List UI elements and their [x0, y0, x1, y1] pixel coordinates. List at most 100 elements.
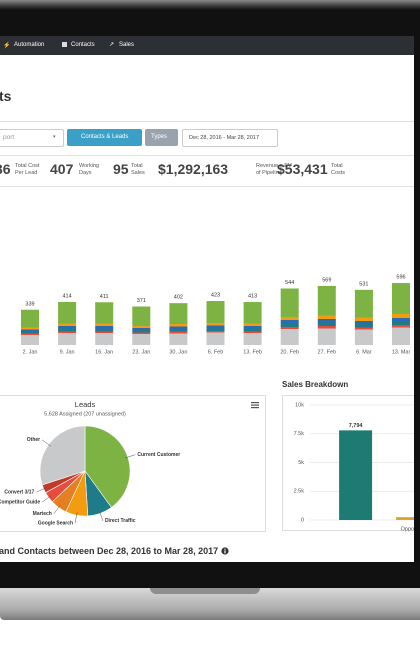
bar — [206, 301, 225, 345]
data-label: 339 — [25, 301, 34, 307]
chart-title: Sales Breakdown — [282, 380, 348, 389]
pie-chart: Leads 5,628 Assigned (207 unassigned) Curr… — [0, 400, 259, 526]
nav-item[interactable]: Automation — [14, 42, 45, 48]
bar-top — [392, 283, 410, 285]
leads-panel — [0, 395, 266, 532]
x-tick-label: 9. Jan — [60, 349, 75, 355]
nav-item[interactable]: Contacts — [71, 42, 95, 48]
bar — [21, 309, 39, 345]
x-tick-label: 2. Jan — [23, 349, 38, 355]
sales-panel — [282, 395, 414, 531]
data-label: 423 — [211, 293, 220, 299]
report-select-text: port — [3, 134, 15, 141]
data-label: 7,794 — [349, 423, 364, 429]
nav-item[interactable]: Sales — [119, 42, 135, 48]
caret: ▾ — [53, 134, 56, 140]
info-icon[interactable] — [221, 547, 229, 555]
data-label: 411 — [100, 294, 109, 300]
slice-label: Current Customer — [137, 452, 180, 458]
bar-top — [206, 301, 225, 303]
date-range-text: Dec 28, 2016 - Mar 28, 2017 — [189, 135, 260, 141]
divider — [0, 186, 414, 187]
page-title: ts — [0, 88, 12, 104]
stat-value: 407 — [50, 161, 74, 177]
stat-value: 95 — [113, 161, 129, 177]
bezel-top — [0, 0, 420, 36]
bar — [280, 288, 299, 345]
bar — [392, 283, 410, 345]
sales-chart: Sales Breakdown 0 2.5k 5k 7.5k 10k 7,794 Opport… — [282, 380, 414, 532]
data-label: 569 — [322, 277, 331, 283]
data-label: 414 — [63, 294, 72, 300]
slice-label: Competitor Guide — [0, 499, 40, 505]
stat-label: Total Sales — [131, 163, 145, 176]
data-label: 544 — [285, 280, 294, 286]
x-tick-label: 6. Feb — [208, 349, 224, 355]
chart-subtitle: 5,628 Assigned (207 unassigned) — [44, 411, 126, 417]
section-heading: and Contacts between Dec 28, 2016 to Mar… — [0, 546, 229, 556]
bar-top — [58, 302, 77, 304]
chart-title: Leads — [75, 400, 96, 409]
data-label: 402 — [174, 295, 183, 301]
nav-icon: ⚡ — [3, 43, 11, 49]
stat-label: Working Days — [79, 163, 100, 176]
data-label: 413 — [248, 294, 257, 300]
bar — [317, 285, 336, 345]
y-tick-label: 7.5k — [294, 431, 305, 437]
y-tick-label: 5k — [298, 460, 304, 466]
slice-label: Martech — [33, 511, 52, 517]
button-text: Contacts & Leads — [81, 134, 129, 140]
stat-label: Total Costs — [331, 163, 346, 176]
leader-line — [74, 512, 78, 524]
bar-top — [243, 302, 262, 304]
stat-value: 36 — [0, 161, 11, 177]
divider — [0, 155, 414, 156]
leader-line — [41, 439, 52, 447]
x-tick-label: 13. Feb — [243, 349, 262, 355]
leader-line — [36, 487, 47, 493]
stat-label: Revenue + EV of Pipeline — [256, 163, 292, 176]
x-tick-label: 23. Jan — [132, 349, 150, 355]
slice-label: Convert 3/17 — [4, 489, 34, 495]
nav-icon — [62, 42, 67, 47]
bar — [354, 289, 373, 345]
base-notch — [150, 588, 260, 594]
bar-top — [132, 306, 151, 309]
y-tick-label: 2.5k — [294, 489, 305, 495]
slice-label: Google Search — [38, 520, 73, 526]
heading-text: and Contacts between Dec 28, 2016 to Mar… — [0, 546, 219, 556]
bar — [243, 302, 262, 345]
bar-chart: 339 2. Jan 414 9. Jan 411 16. Jan 371 23. Jan 40… — [21, 275, 411, 355]
divider — [0, 121, 414, 122]
bar-top — [169, 303, 188, 305]
leader-line — [53, 504, 61, 515]
stat-value: $53,431 — [277, 161, 328, 177]
bar — [339, 430, 373, 520]
y-tick-label: 0 — [301, 517, 304, 523]
x-tick-label: Opportu — [401, 526, 414, 532]
bar-top — [280, 288, 299, 291]
x-tick-label: 27. Feb — [317, 349, 336, 355]
nav-icon: ↗ — [109, 42, 115, 48]
bezel-right — [414, 36, 420, 562]
menu-icon[interactable] — [251, 402, 259, 409]
bar-top — [95, 302, 114, 304]
stat-label: Total Cost Per Lead — [15, 163, 40, 176]
report-select[interactable]: port ▾ — [0, 129, 64, 147]
slice-label: Direct Traffic — [105, 518, 136, 524]
contacts-leads-button[interactable]: Contacts & Leads — [67, 129, 142, 146]
leader-line — [98, 510, 104, 521]
date-range[interactable]: Dec 28, 2016 - Mar 28, 2017 — [182, 129, 278, 147]
x-tick-label: 6. Mar — [356, 349, 372, 355]
bar — [95, 302, 114, 345]
leader-line — [124, 454, 136, 459]
x-tick-label: 13. Mar — [392, 349, 411, 355]
y-tick-label: 10k — [295, 402, 304, 408]
bar — [132, 306, 151, 345]
x-tick-label: 20. Feb — [280, 349, 299, 355]
bar — [169, 303, 188, 345]
types-button[interactable]: Types — [145, 129, 178, 146]
nav-bar: ⚡ Automation Contacts ↗ Sales — [0, 36, 414, 55]
button-text: Types — [151, 134, 168, 140]
